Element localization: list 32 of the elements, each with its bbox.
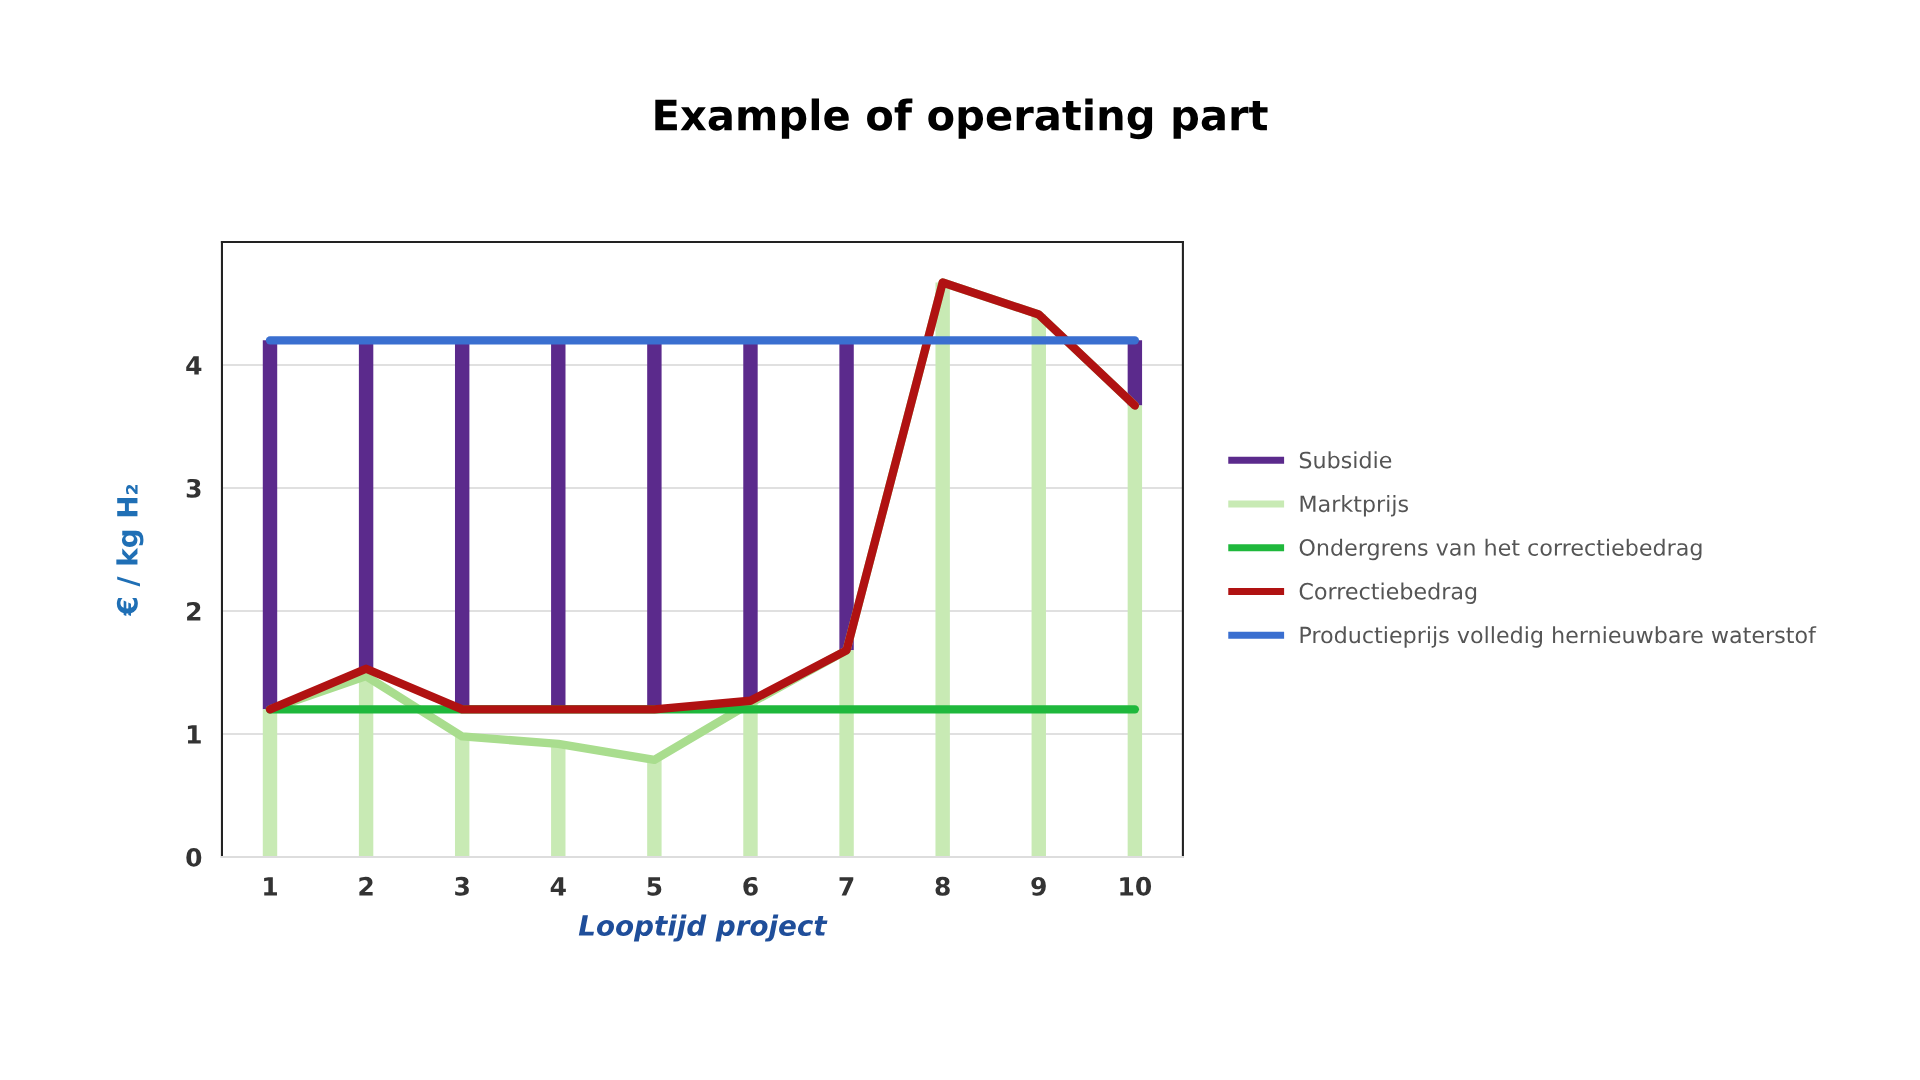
bar [454, 736, 470, 857]
bar [743, 703, 758, 857]
y-tick-label: 3 [186, 478, 201, 498]
y-tick-label: 2 [187, 601, 201, 621]
legend-label: Marktprijs [1300, 494, 1408, 517]
chart-title: Example of operating part [655, 98, 1268, 140]
y-tick-label: 0 [186, 847, 202, 867]
x-tick-label: 8 [935, 876, 950, 896]
bar [935, 282, 950, 857]
legend-label: Correctiebedrag [1299, 582, 1477, 604]
legend-label: Ondergrens van het correctiebedrag [1299, 538, 1702, 561]
y-tick-label: 4 [186, 356, 202, 375]
legend-label: Productieprijs volledig hernieuwbare waterstof [1300, 626, 1817, 648]
x-tick-label: 3 [455, 876, 469, 896]
bar [839, 650, 854, 857]
bar [647, 759, 662, 857]
x-tick-label: 6 [743, 876, 758, 896]
x-tick-label: 10 [1120, 876, 1152, 896]
y-tick-label: 1 [187, 725, 201, 744]
x-tick-label: 4 [550, 877, 566, 896]
x-tick-label: 1 [264, 877, 277, 896]
x-axis-title: Looptijd project [578, 914, 828, 942]
x-tick-label: 9 [1031, 876, 1046, 896]
bar [1031, 314, 1046, 857]
x-tick-label: 7 [839, 877, 854, 896]
x-tick-label: 5 [647, 877, 662, 896]
bar [262, 340, 278, 710]
legend-label: Subsidie [1299, 451, 1392, 469]
bar [1127, 405, 1143, 857]
bar [262, 709, 278, 857]
y-axis-title: € / kg H₂ [116, 484, 144, 617]
x-tick-label: 2 [359, 876, 373, 896]
